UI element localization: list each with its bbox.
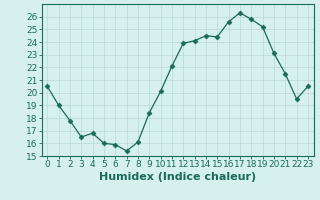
X-axis label: Humidex (Indice chaleur): Humidex (Indice chaleur): [99, 172, 256, 182]
